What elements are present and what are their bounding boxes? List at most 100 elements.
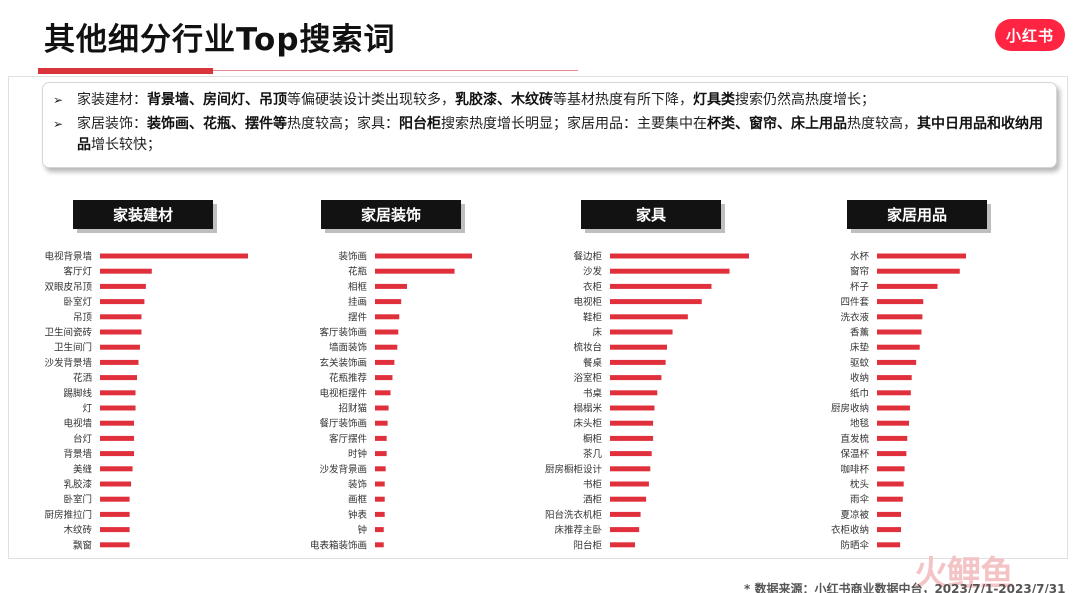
- category-label: 花瓶: [348, 266, 368, 278]
- category-label: 装饰画: [338, 251, 367, 263]
- category-label: 背景墙: [63, 448, 92, 460]
- bar: [375, 253, 472, 259]
- category-label: 衣柜: [583, 281, 603, 293]
- bar: [375, 542, 384, 548]
- bar: [100, 390, 136, 396]
- bar: [375, 496, 385, 502]
- category-label: 杯子: [850, 281, 870, 293]
- bar: [375, 451, 387, 457]
- title-underline-accent: [38, 68, 213, 74]
- category-label: 水杯: [850, 251, 870, 263]
- bar: [610, 299, 702, 305]
- bar: [375, 268, 455, 274]
- category-label: 木纹砖: [63, 524, 92, 536]
- bar: [610, 268, 730, 274]
- bar: [877, 542, 901, 548]
- summary-highlight: 其中日用品和收纳用品: [77, 116, 1043, 153]
- bar: [610, 511, 641, 517]
- bar: [877, 390, 911, 396]
- summary-text: 增长较快；: [91, 137, 161, 153]
- category-label: 电视柜: [573, 296, 602, 308]
- summary-bullet: ➢ 家装建材：背景墙、房间灯、吊顶等偏硬装设计类出现较多，乳胶漆、木纹砖等基材热…: [53, 90, 1046, 111]
- category-label: 浴室柜: [573, 372, 602, 384]
- category-label: 画框: [348, 494, 368, 506]
- bar: [610, 253, 749, 259]
- bar: [100, 375, 137, 381]
- category-label: 香薰: [850, 327, 869, 339]
- bar: [100, 466, 133, 472]
- category-label: 美缝: [73, 463, 93, 475]
- category-label: 卧室门: [63, 494, 92, 506]
- category-label: 收纳: [850, 372, 869, 384]
- summary-text: 热度较高，: [847, 116, 917, 132]
- bar: [877, 511, 902, 517]
- bar: [375, 375, 393, 381]
- category-label: 咖啡杯: [840, 463, 869, 475]
- category-label: 床: [592, 327, 602, 339]
- bar: [100, 344, 140, 350]
- bar: [100, 283, 146, 289]
- bar: [100, 329, 142, 335]
- category-label: 踢脚线: [63, 387, 92, 399]
- category-label: 餐厅装饰画: [319, 418, 367, 430]
- bar: [375, 344, 398, 350]
- category-label: 阳台柜: [573, 539, 602, 551]
- bar: [375, 329, 399, 335]
- bar: [100, 405, 136, 411]
- bar: [610, 390, 658, 396]
- category-label: 厨房橱柜设计: [545, 463, 603, 475]
- bar: [877, 420, 910, 426]
- category-label: 卫生间门: [54, 342, 92, 354]
- summary-text: 家居装饰：: [77, 116, 147, 132]
- category-label: 茶几: [583, 448, 603, 460]
- chart-title-building-materials: 家装建材: [73, 200, 213, 229]
- bar: [100, 435, 135, 441]
- bar: [375, 405, 389, 411]
- bar: [375, 466, 386, 472]
- category-label: 防晒伞: [840, 539, 869, 551]
- category-label: 床推荐主卧: [554, 524, 602, 536]
- bar: [375, 420, 388, 426]
- bar: [610, 329, 673, 335]
- category-label: 装饰: [348, 479, 367, 491]
- category-label: 厨房推拉门: [44, 509, 92, 521]
- bar: [877, 375, 912, 381]
- category-label: 灯: [82, 404, 92, 415]
- category-label: 书桌: [583, 387, 603, 399]
- category-label: 卫生间瓷砖: [44, 327, 92, 339]
- bar: [100, 542, 130, 548]
- category-label: 厨房收纳: [831, 403, 869, 415]
- bar: [877, 527, 902, 533]
- xiaohongshu-logo: 小红书: [995, 19, 1065, 51]
- chart-title-home-decor: 家居装饰: [321, 200, 461, 229]
- bar: [100, 511, 130, 517]
- category-label: 飘窗: [73, 539, 92, 551]
- bar: [877, 496, 903, 502]
- category-label: 电表箱装饰画: [310, 539, 367, 551]
- category-label: 招财猫: [338, 403, 367, 415]
- bar: [375, 283, 408, 289]
- bar: [610, 527, 640, 533]
- bar: [375, 390, 391, 396]
- bar: [100, 527, 130, 533]
- bar: [100, 268, 152, 274]
- bar: [877, 405, 910, 411]
- category-label: 酒柜: [583, 494, 603, 506]
- bar: [610, 542, 636, 548]
- title-underline: [213, 70, 578, 71]
- bar: [610, 344, 667, 350]
- category-label: 衣柜收纳: [831, 524, 869, 536]
- bar: [375, 359, 395, 365]
- category-label: 相框: [348, 281, 368, 293]
- category-label: 花洒: [73, 372, 93, 384]
- category-label: 洗衣液: [840, 311, 869, 323]
- bar: [100, 420, 135, 426]
- bar: [375, 511, 385, 517]
- bar: [100, 359, 139, 365]
- summary-highlight: 乳胶漆、木纹砖: [455, 92, 553, 108]
- summary-text: 家装建材：: [77, 92, 147, 108]
- bar: [610, 435, 654, 441]
- category-label: 客厅灯: [63, 266, 92, 278]
- category-label: 地毯: [850, 418, 870, 430]
- category-label: 餐边柜: [573, 251, 602, 263]
